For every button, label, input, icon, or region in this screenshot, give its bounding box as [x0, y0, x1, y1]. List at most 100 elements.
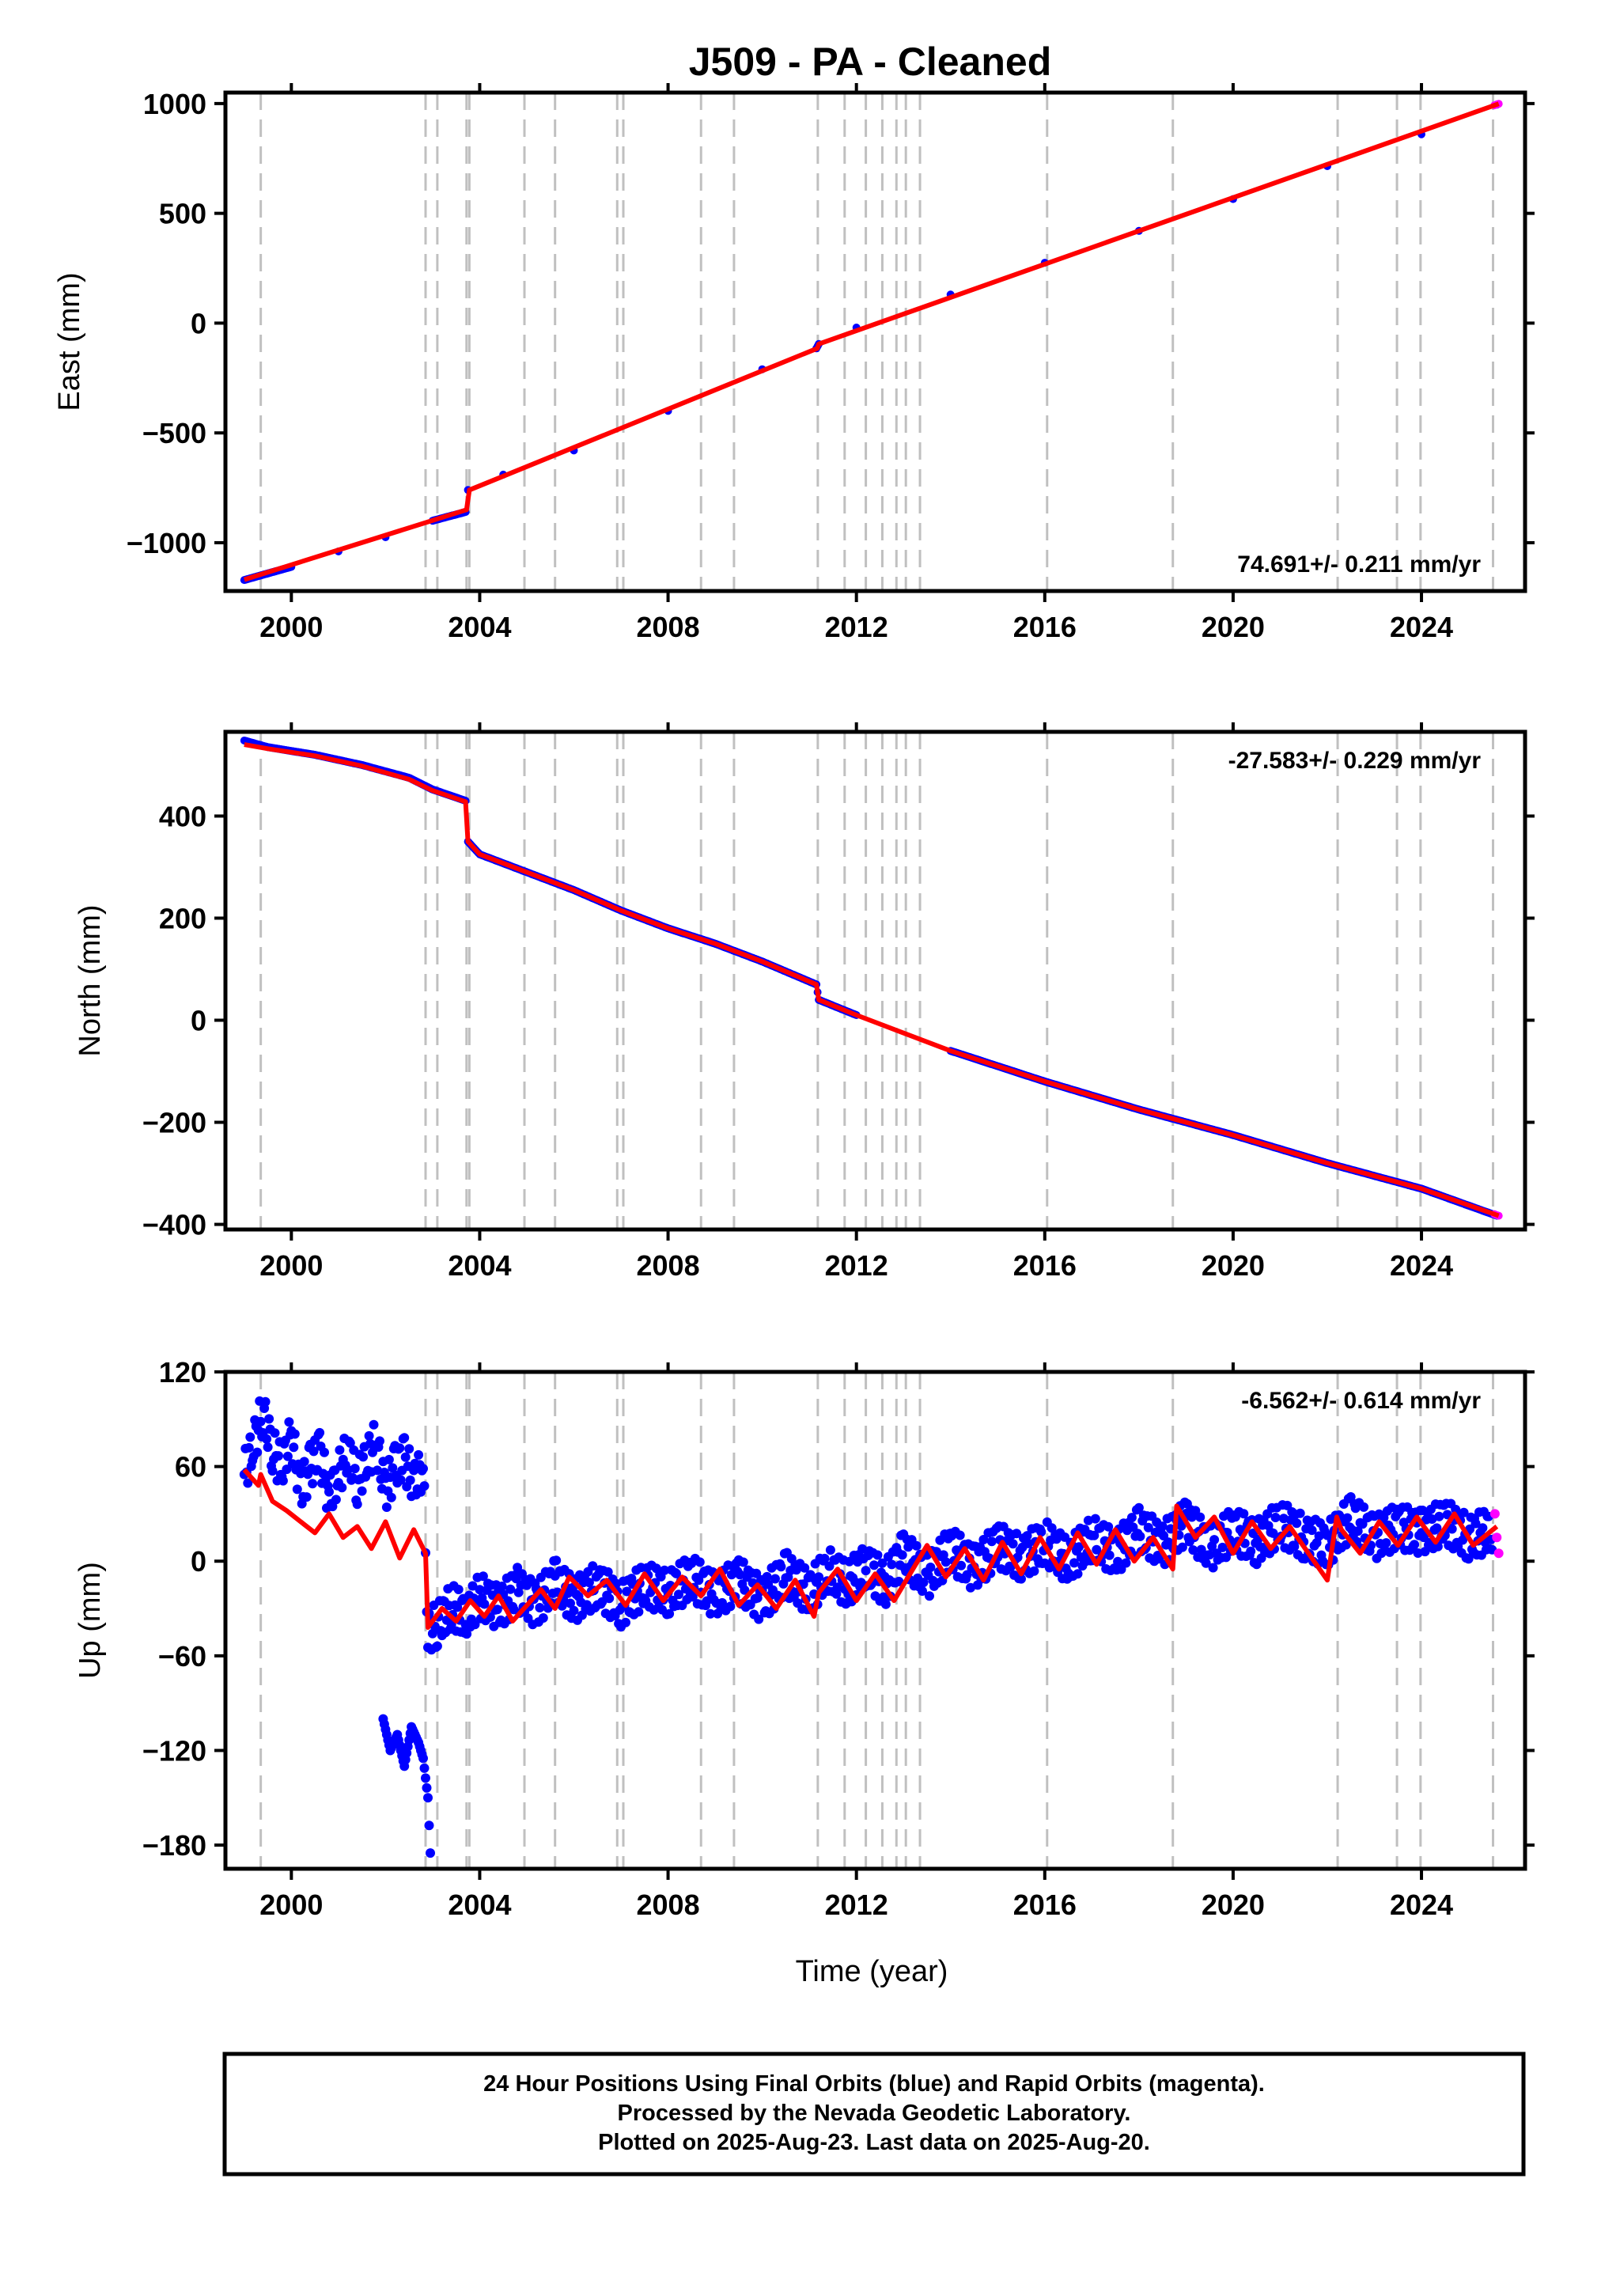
up-final-point: [702, 1596, 712, 1606]
east-x-tick-label: 2012: [825, 611, 888, 643]
up-final-point: [432, 1641, 442, 1651]
up-final-point: [388, 1463, 398, 1473]
east-x-tick-label: 2020: [1202, 611, 1265, 643]
up-final-point: [289, 1442, 299, 1453]
east-x-tick-label: 2008: [637, 611, 700, 643]
up-final-point: [290, 1429, 300, 1439]
up-final-point: [664, 1608, 675, 1619]
up-final-point: [622, 1586, 632, 1597]
up-y-tick-label: −120: [142, 1734, 206, 1767]
up-final-point: [1012, 1529, 1022, 1539]
up-final-point: [1036, 1527, 1047, 1537]
east-x-tick-label: 2004: [448, 611, 511, 643]
up-y-tick-label: −60: [158, 1640, 206, 1673]
north-y-axis-label: North (mm): [74, 904, 107, 1056]
up-final-point: [1292, 1518, 1302, 1529]
up-final-point: [418, 1464, 428, 1474]
up-final-point: [352, 1499, 362, 1510]
up-final-point: [1008, 1539, 1018, 1549]
up-final-point: [621, 1617, 630, 1627]
up-final-point: [260, 1396, 271, 1407]
up-final-point: [1432, 1523, 1442, 1533]
up-final-point: [357, 1486, 367, 1496]
up-final-point: [384, 1454, 394, 1464]
up-final-point: [462, 1629, 472, 1639]
up-final-point: [897, 1550, 907, 1560]
up-final-point: [299, 1457, 309, 1467]
up-final-point: [1239, 1509, 1249, 1519]
north-y-tick-label: 200: [159, 902, 206, 934]
up-final-point: [872, 1550, 883, 1560]
up-final-point: [308, 1446, 319, 1457]
up-final-point: [869, 1560, 879, 1570]
up-final-point: [941, 1557, 951, 1567]
up-final-point: [717, 1597, 727, 1608]
up-final-point: [1201, 1558, 1211, 1568]
x-axis-label: Time (year): [796, 1955, 948, 1988]
up-final-point: [674, 1589, 683, 1600]
up-final-point: [825, 1545, 835, 1555]
up-final-point: [1217, 1542, 1228, 1552]
north-y-tick-label: −200: [142, 1107, 206, 1139]
up-final-point: [396, 1475, 406, 1485]
up-final-point: [422, 1783, 432, 1793]
up-final-point: [672, 1568, 681, 1578]
up-final-point: [243, 1478, 253, 1488]
up-final-point: [343, 1464, 353, 1475]
up-final-point: [1143, 1522, 1153, 1533]
up-final-point: [270, 1428, 280, 1438]
up-final-point: [694, 1575, 704, 1586]
up-rate-label: -6.562+/- 0.614 mm/yr: [1241, 1388, 1481, 1414]
north-y-tick-label: 400: [159, 800, 206, 832]
up-final-point: [725, 1601, 736, 1612]
up-final-point: [301, 1492, 312, 1502]
up-final-point: [956, 1560, 967, 1570]
footer-line-2: Processed by the Nevada Geodetic Laborat…: [618, 2101, 1131, 2126]
up-final-point: [1359, 1502, 1369, 1512]
up-final-point: [1208, 1563, 1218, 1573]
up-final-point: [1289, 1541, 1300, 1552]
up-final-point: [404, 1444, 414, 1454]
up-y-tick-label: 60: [175, 1451, 206, 1483]
up-final-point: [470, 1620, 480, 1630]
up-final-point: [262, 1434, 272, 1444]
east-x-tick-label: 2000: [259, 611, 323, 643]
up-final-point: [1090, 1514, 1100, 1524]
up-final-point: [819, 1553, 830, 1563]
up-final-point: [364, 1430, 374, 1441]
east-frame: [223, 90, 1527, 593]
up-final-point: [1177, 1542, 1187, 1552]
east-y-axis-label: East (mm): [53, 272, 86, 411]
up-final-point: [584, 1578, 594, 1588]
up-final-point: [381, 1502, 392, 1512]
up-final-point: [1157, 1521, 1168, 1532]
up-final-point: [1353, 1526, 1363, 1536]
up-final-point: [603, 1567, 613, 1577]
north-x-tick-label: 2012: [825, 1249, 888, 1282]
up-final-point: [962, 1570, 972, 1580]
up-final-point: [762, 1571, 772, 1582]
up-final-point: [535, 1603, 545, 1612]
up-final-point: [877, 1558, 888, 1568]
up-final-point: [331, 1495, 341, 1505]
up-final-point: [903, 1542, 914, 1552]
up-final-point: [857, 1544, 868, 1554]
up-final-point: [400, 1452, 411, 1462]
up-final-point: [1470, 1518, 1481, 1529]
up-rapid-point: [1493, 1548, 1504, 1559]
up-final-point: [315, 1427, 325, 1438]
north-model-line: [244, 742, 1500, 1218]
up-final-point: [738, 1557, 748, 1567]
up-final-point: [1104, 1550, 1115, 1560]
up-final-point: [754, 1614, 764, 1624]
up-final-point: [880, 1599, 891, 1609]
up-final-point: [452, 1602, 463, 1612]
up-final-point: [1463, 1554, 1474, 1564]
up-final-point: [479, 1599, 490, 1609]
footer-line-3: Plotted on 2025-Aug-23. Last data on 202…: [598, 2130, 1150, 2155]
up-final-point: [395, 1443, 405, 1453]
up-final-point: [1022, 1531, 1032, 1541]
up-final-point: [369, 1419, 379, 1430]
up-x-tick-label: 2016: [1013, 1889, 1077, 1921]
up-final-point: [292, 1484, 302, 1495]
